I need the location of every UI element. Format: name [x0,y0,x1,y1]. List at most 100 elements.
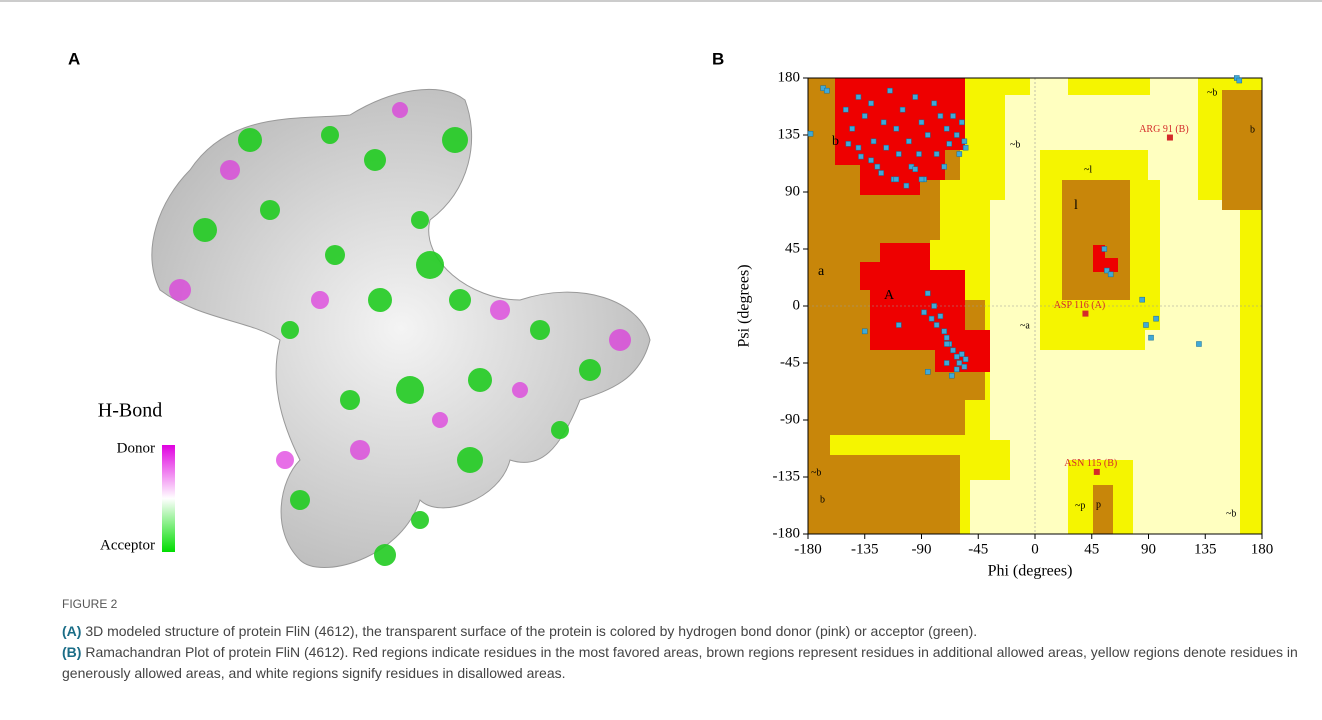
region-label: ~b [1226,508,1236,519]
point [1143,322,1149,328]
legend-label: Acceptor [100,537,155,553]
point [931,100,937,107]
region-label: a [818,264,825,279]
point [1104,267,1110,274]
point [925,290,931,297]
point [862,113,868,119]
region-label: ~p [1075,500,1085,511]
caption-tag: (B) [62,644,82,660]
point [941,328,947,335]
region-label: b [820,494,825,505]
point [1153,315,1159,322]
x-tick-label: 90 [1141,541,1156,557]
point [849,125,855,132]
region-label: ~a [1020,320,1030,331]
caption-tag: (A) [62,623,82,639]
y-tick-label: 45 [785,240,800,256]
legend-label: Donor [117,440,155,456]
point [956,151,963,157]
point [862,328,868,335]
point [899,106,906,113]
point [878,170,884,176]
y-tick-label: -180 [773,525,801,541]
point [962,144,969,151]
region-label: b [1250,124,1255,135]
point [959,119,965,126]
regions [807,77,1263,535]
point [937,313,944,319]
region-label: ~b [1207,87,1217,98]
point [946,141,952,147]
x-tick-label: 45 [1084,541,1099,557]
figure-label: FIGURE 2 [62,597,118,611]
point [880,119,887,126]
point-label: ASP 116 (A) [1054,300,1105,311]
y-tick-label: -45 [780,354,800,370]
point-label: ASN 115 (B) [1064,458,1117,469]
point [1196,341,1202,347]
caption: FIGURE 2 (A) 3D modeled structure of pro… [62,594,1302,684]
point [933,322,940,328]
point [933,151,940,157]
point [912,166,918,172]
y-axis-label: Psi (degrees) [736,264,753,347]
figure: A B H-Bond Donor Acceptor [0,0,1322,580]
point [937,113,944,119]
point [807,130,814,137]
legend-title: H-Bond [98,400,162,422]
point [1148,334,1154,341]
x-axis-label: Phi (degrees) [988,563,1073,580]
point [845,141,852,147]
point [843,106,849,113]
point [903,182,910,189]
point [1236,77,1243,84]
point [893,125,900,132]
color-bar [162,445,175,552]
point [943,341,950,347]
point [928,315,935,322]
point [925,369,931,375]
point [893,176,900,183]
point [954,366,960,373]
y-tick-label: 90 [785,183,800,199]
x-tick-label: -90 [912,541,932,557]
point [858,153,864,160]
point [941,163,947,170]
point [954,353,960,360]
protein-surface [151,88,651,568]
region-label: A [884,288,895,303]
caption-b: (B) Ramachandran Plot of protein FliN (4… [62,642,1302,684]
point [949,372,955,379]
point [824,87,830,94]
caption-text: Ramachandran Plot of protein FliN (4612)… [62,644,1298,681]
point [950,113,956,119]
x-tick-label: 135 [1194,541,1217,557]
point [954,132,960,138]
region-label: ~l [1084,164,1092,175]
point [1101,246,1108,252]
x-tick-label: -135 [851,541,879,557]
x-tick-label: -180 [794,541,822,557]
x-tick-label: 180 [1251,541,1274,557]
panel-label: B [712,49,724,68]
point [943,125,950,132]
point-label: ARG 91 (B) [1139,124,1188,135]
caption-text: 3D modeled structure of protein FliN (46… [81,623,978,639]
point [959,351,965,357]
point [868,100,874,107]
point [870,138,877,145]
point [918,176,925,183]
point [883,144,889,151]
point [921,309,927,316]
point [943,360,950,366]
y-tick-label: -135 [773,468,801,484]
region-label: ~b [1010,139,1020,150]
y-tick-label: 135 [778,126,801,142]
region-label: ~b [811,467,821,478]
point [962,356,969,362]
point [961,364,968,370]
point [918,119,925,126]
point [906,138,912,145]
point [925,132,931,138]
